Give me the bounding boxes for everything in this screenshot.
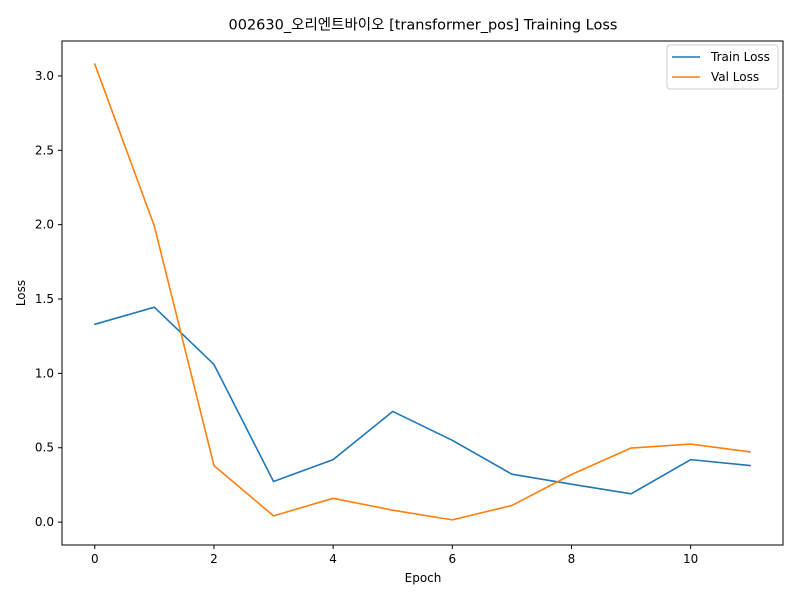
y-tick-label: 2.5 <box>35 143 54 157</box>
y-axis: 0.0 0.5 1.0 1.5 2.0 2.5 3.0 <box>35 69 62 529</box>
x-tick-label: 10 <box>683 552 698 566</box>
legend-box <box>666 44 779 90</box>
y-tick-label: 1.0 <box>35 366 54 380</box>
x-axis: 0 2 4 6 8 10 <box>91 545 698 566</box>
y-tick-label: 1.5 <box>35 292 54 306</box>
series-line-val-loss <box>93 63 752 521</box>
y-tick-label: 2.0 <box>35 218 54 232</box>
x-tick-label: 8 <box>568 552 576 566</box>
x-axis-title: Epoch <box>405 571 442 585</box>
plot-area <box>61 40 784 546</box>
x-tick-label: 0 <box>91 552 99 566</box>
x-tick-label: 2 <box>210 552 218 566</box>
x-tick-label: 4 <box>329 552 337 566</box>
axes-frame <box>61 40 784 546</box>
y-axis-title: Loss <box>14 280 28 306</box>
x-tick-label: 6 <box>448 552 456 566</box>
series-lines <box>93 63 752 521</box>
y-tick-label: 3.0 <box>35 69 54 83</box>
series-line-train-loss <box>93 306 752 495</box>
legend-label-val-loss: Val Loss <box>711 70 759 84</box>
chart-title: 002630_오리엔트바이오 [transformer_pos] Trainin… <box>229 17 618 34</box>
y-tick-label: 0.0 <box>35 515 54 529</box>
legend-label-train-loss: Train Loss <box>710 50 770 64</box>
legend: Train Loss Val Loss <box>666 44 779 90</box>
y-tick-label: 0.5 <box>35 441 54 455</box>
